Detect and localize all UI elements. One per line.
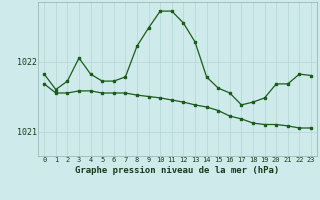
X-axis label: Graphe pression niveau de la mer (hPa): Graphe pression niveau de la mer (hPa) xyxy=(76,166,280,175)
